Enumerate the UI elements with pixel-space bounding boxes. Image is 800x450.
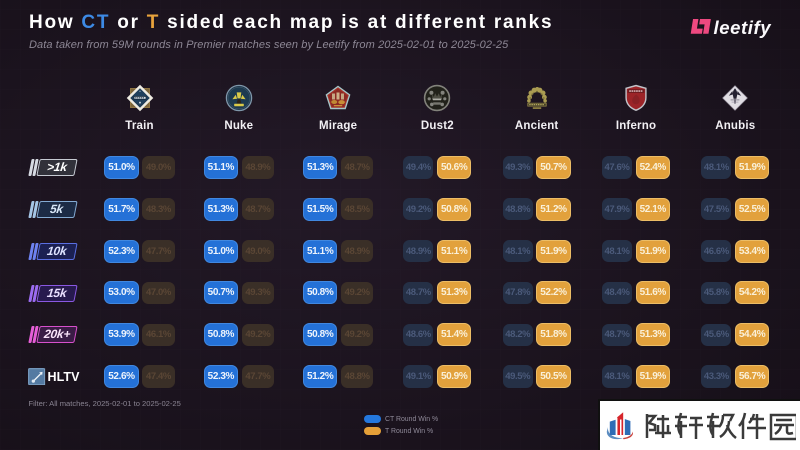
svg-text:leetify: leetify bbox=[714, 18, 773, 38]
